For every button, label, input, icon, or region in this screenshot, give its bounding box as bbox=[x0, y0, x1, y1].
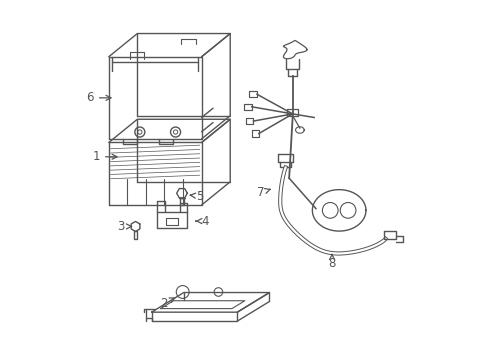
Text: 2: 2 bbox=[160, 297, 174, 310]
Text: 3: 3 bbox=[117, 220, 131, 233]
Text: 8: 8 bbox=[327, 254, 335, 270]
Text: 4: 4 bbox=[196, 215, 208, 228]
Text: 6: 6 bbox=[86, 91, 111, 104]
Text: 7: 7 bbox=[256, 186, 270, 199]
Text: 1: 1 bbox=[92, 150, 117, 163]
Text: 5: 5 bbox=[190, 190, 203, 203]
